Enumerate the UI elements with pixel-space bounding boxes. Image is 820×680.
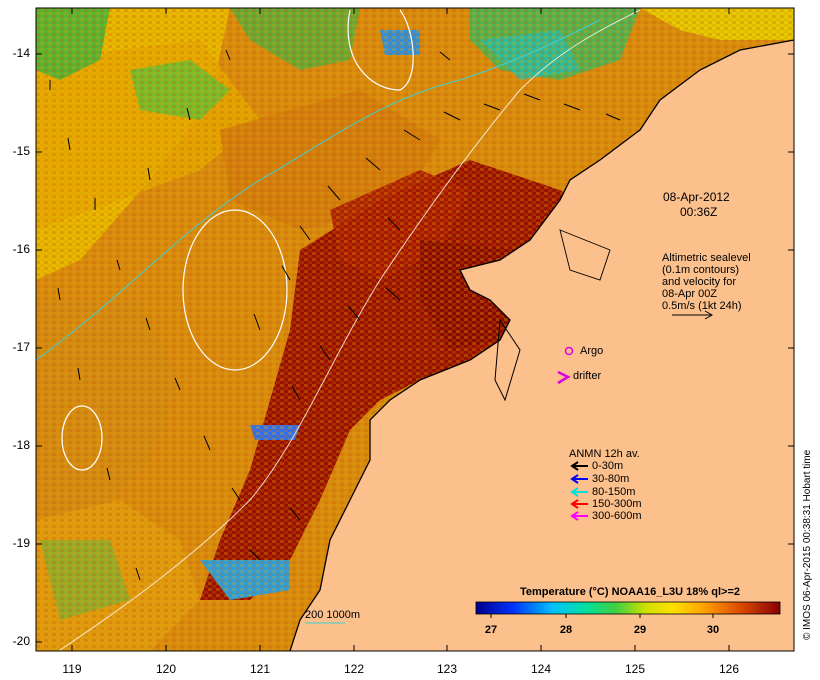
y-tick-label: -15 — [12, 144, 30, 158]
x-tick-label: 119 — [62, 662, 82, 676]
argo-marker-icon — [564, 346, 574, 356]
y-tick-label: -19 — [12, 536, 30, 550]
anmn-legend-arrows — [570, 461, 588, 521]
x-tick-label: 125 — [624, 662, 646, 676]
colorbar — [475, 601, 781, 615]
x-tick-label: 123 — [436, 662, 458, 676]
anmn-item: 30-80m — [592, 473, 630, 485]
drifter-marker-icon — [557, 370, 571, 385]
x-tick-label: 126 — [718, 662, 740, 676]
y-tick-label: -16 — [12, 242, 30, 256]
anmn-item: 150-300m — [592, 498, 642, 510]
sst-field — [36, 8, 794, 651]
altimetry-line2: (0.1m contours) — [662, 264, 740, 276]
y-tick-label: -17 — [12, 340, 30, 354]
argo-label: Argo — [580, 345, 604, 357]
x-tick-label: 121 — [249, 662, 271, 676]
depth-legend: 200 1000m — [305, 609, 361, 621]
y-tick-label: -18 — [12, 438, 30, 452]
colorbar-tick: 29 — [633, 624, 647, 636]
credit-text: © IMOS 06-Apr-2015 00:38:31 Hobart time — [802, 449, 813, 640]
colorbar-title: Temperature (°C) NOAA16_L3U 18% ql>=2 — [520, 586, 740, 598]
x-tick-label: 124 — [530, 662, 552, 676]
altimetry-line1: Altimetric sealevel — [662, 252, 751, 264]
anmn-item: 80-150m — [592, 486, 636, 498]
x-tick-label: 122 — [343, 662, 365, 676]
colorbar-tick: 28 — [559, 624, 573, 636]
anmn-item: 300-600m — [592, 510, 642, 522]
altimetry-line4: 08-Apr 00Z — [662, 288, 718, 300]
time-label: 00:36Z — [680, 205, 718, 219]
y-tick-label: -14 — [12, 46, 30, 60]
anmn-item: 0-30m — [592, 460, 624, 472]
anmn-title: ANMN 12h av. — [569, 448, 640, 460]
x-tick-label: 120 — [155, 662, 177, 676]
altimetry-line5: 0.5m/s (1kt 24h) — [662, 300, 742, 312]
y-tick-label: -20 — [12, 634, 30, 648]
colorbar-tick: 27 — [484, 624, 498, 636]
altimetry-line3: and velocity for — [662, 276, 736, 288]
colorbar-tick: 30 — [706, 624, 720, 636]
drifter-label: drifter — [573, 370, 602, 382]
date-label: 08-Apr-2012 — [663, 190, 730, 204]
